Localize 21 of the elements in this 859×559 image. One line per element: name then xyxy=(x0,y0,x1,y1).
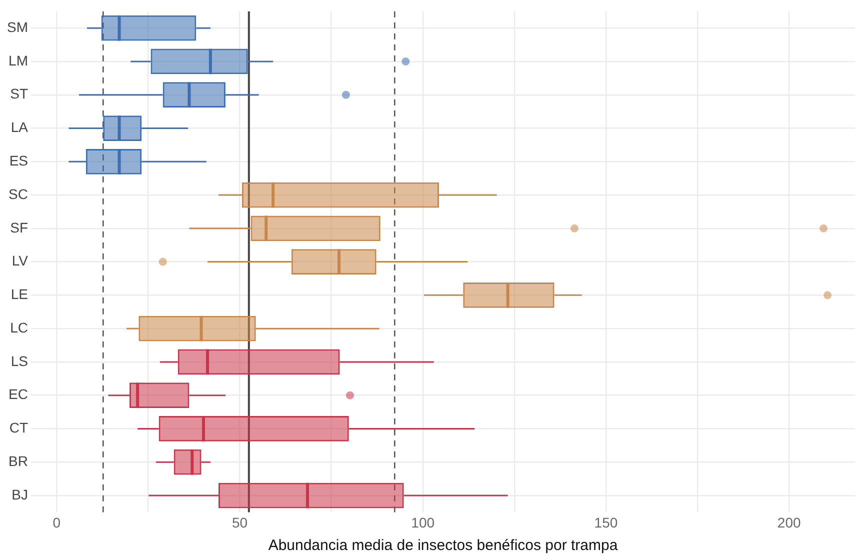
y-tick-label: LE xyxy=(10,286,28,302)
y-tick-label: LC xyxy=(10,319,28,336)
x-tick-label: 150 xyxy=(594,514,618,530)
y-tick-label: SF xyxy=(10,219,28,236)
y-tick-label: ES xyxy=(9,152,28,168)
y-tick-label: LA xyxy=(10,119,29,136)
x-tick-label: 100 xyxy=(411,514,435,530)
x-tick-label: 200 xyxy=(777,514,801,530)
y-tick-label: CT xyxy=(9,420,28,436)
y-tick-label: SC xyxy=(8,186,28,202)
x-tick-label: 50 xyxy=(232,514,248,530)
y-tick-label: EC xyxy=(8,386,28,402)
x-tick-label: 0 xyxy=(52,514,61,530)
y-tick-label: LV xyxy=(12,252,29,269)
y-tick-label: SM xyxy=(7,18,28,35)
y-tick-label: BR xyxy=(8,452,28,469)
y-tick-label: LS xyxy=(10,352,28,369)
y-tick-label: LM xyxy=(8,52,28,68)
y-tick-label: BJ xyxy=(12,486,28,502)
x-axis-title: Abundancia media de insectos benéficos por trampa xyxy=(268,537,618,554)
y-tick-label: ST xyxy=(10,86,28,102)
